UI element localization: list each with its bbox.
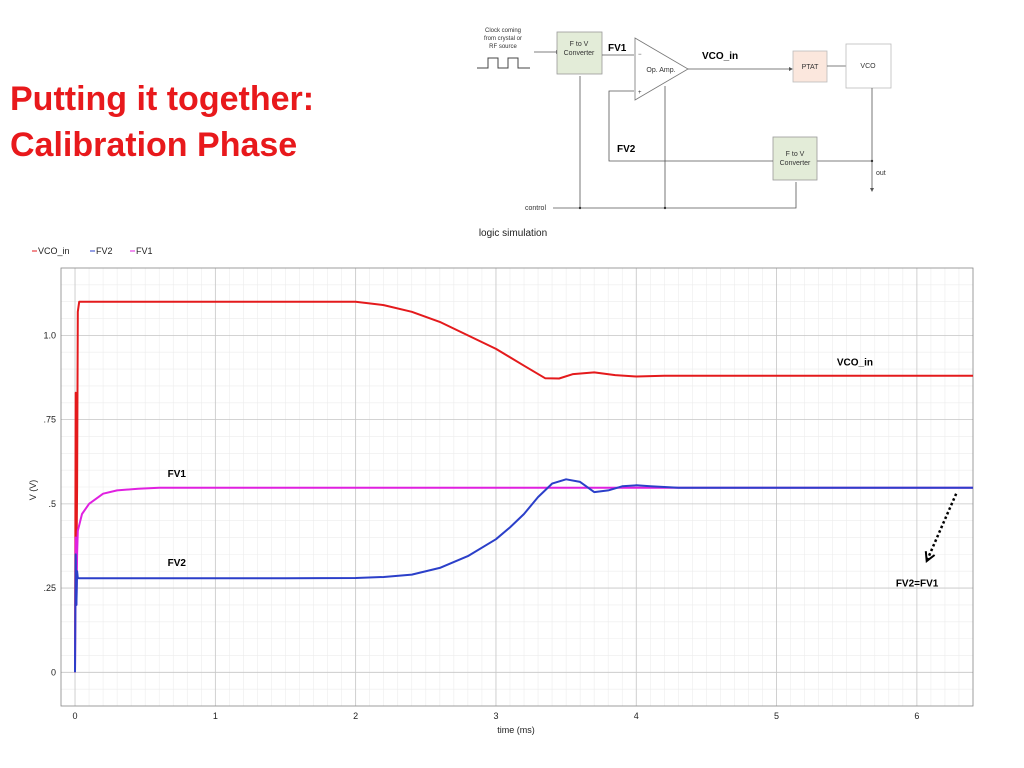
x-axis-label: time (ms) xyxy=(497,725,535,735)
y-tick-label: .5 xyxy=(48,499,56,509)
control-label: control xyxy=(525,205,546,212)
chart-title: logic simulation xyxy=(479,228,547,239)
arrowhead-icon xyxy=(870,188,874,192)
y-tick-label: .25 xyxy=(43,583,56,593)
out-label: out xyxy=(876,170,886,177)
junction-dot xyxy=(870,159,874,163)
x-tick-label: 5 xyxy=(774,711,779,721)
opamp-triangle xyxy=(634,37,689,101)
annotation-label: FV2 xyxy=(168,558,187,569)
legend-label: FV2 xyxy=(96,246,113,256)
y-tick-label: .75 xyxy=(43,415,56,425)
chart-legend: VCO_in FV2 FV1 xyxy=(32,246,153,256)
arrowhead-icon xyxy=(924,551,936,564)
fv-converter-top-line-1: F to V xyxy=(570,41,589,48)
slide-title: Putting it together: Calibration Phase xyxy=(10,76,450,168)
y-tick-label: 0 xyxy=(51,667,56,677)
arrowhead-icon xyxy=(789,67,793,71)
clock-text-line-2: from crystal or xyxy=(484,36,522,42)
x-tick-label: 1 xyxy=(213,711,218,721)
annotation-label: FV2=FV1 xyxy=(896,578,939,589)
clock-waveform xyxy=(477,57,530,69)
ptat-label: PTAT xyxy=(802,64,820,71)
x-tick-label: 6 xyxy=(914,711,919,721)
ptat-box xyxy=(792,50,828,83)
opamp-minus: − xyxy=(638,52,642,58)
legend-label: VCO_in xyxy=(38,246,70,256)
fv-converter-bottom-line-2: Converter xyxy=(780,160,811,167)
opamp-plus: + xyxy=(638,90,642,96)
x-tick-label: 0 xyxy=(73,711,78,721)
junction-dot xyxy=(578,206,582,210)
slide-title-line-2: Calibration Phase xyxy=(10,126,298,164)
x-tick-label: 3 xyxy=(493,711,498,721)
annotation-label: VCO_in xyxy=(837,358,873,369)
junction-dot xyxy=(663,206,667,210)
legend-label: FV1 xyxy=(136,246,153,256)
annotation-label: FV1 xyxy=(168,469,187,480)
x-tick-label: 4 xyxy=(634,711,639,721)
y-axis-label: V (V) xyxy=(28,480,38,501)
fv-converter-top-box xyxy=(556,31,603,75)
annotation-arrow-line xyxy=(925,493,958,562)
y-tick-label: 1.0 xyxy=(43,330,56,340)
vco-in-label: VCO_in xyxy=(702,51,738,62)
opamp-label: Op. Amp. xyxy=(646,67,675,74)
chart-ticks: 0 1 2 3 4 5 6 0 .25 .5 .75 1.0 xyxy=(43,330,919,721)
clock-text-line-3: RF source xyxy=(489,44,517,50)
slide-title-line-1: Putting it together: xyxy=(10,80,315,118)
wire-control xyxy=(553,182,797,209)
fv-converter-bottom-line-1: F to V xyxy=(786,151,805,158)
calibration-block-diagram: Clock coming from crystal or RF source F… xyxy=(477,28,892,212)
vco-label: VCO xyxy=(860,63,876,70)
fv-converter-bottom-box xyxy=(772,136,818,181)
fv1-label: FV1 xyxy=(608,43,627,54)
chart-annotations: VCO_in FV1 FV2 FV2=FV1 xyxy=(168,358,958,589)
series-line-vco-in xyxy=(74,300,973,673)
clock-text-line-1: Clock coming xyxy=(485,28,521,34)
fv-converter-top-line-2: Converter xyxy=(564,50,595,57)
vco-box xyxy=(845,43,892,89)
fv2-label: FV2 xyxy=(617,144,636,155)
x-tick-label: 2 xyxy=(353,711,358,721)
chart-series xyxy=(74,300,973,673)
wire-fv2-feedback xyxy=(608,90,773,162)
series-line-fv2 xyxy=(74,478,973,673)
